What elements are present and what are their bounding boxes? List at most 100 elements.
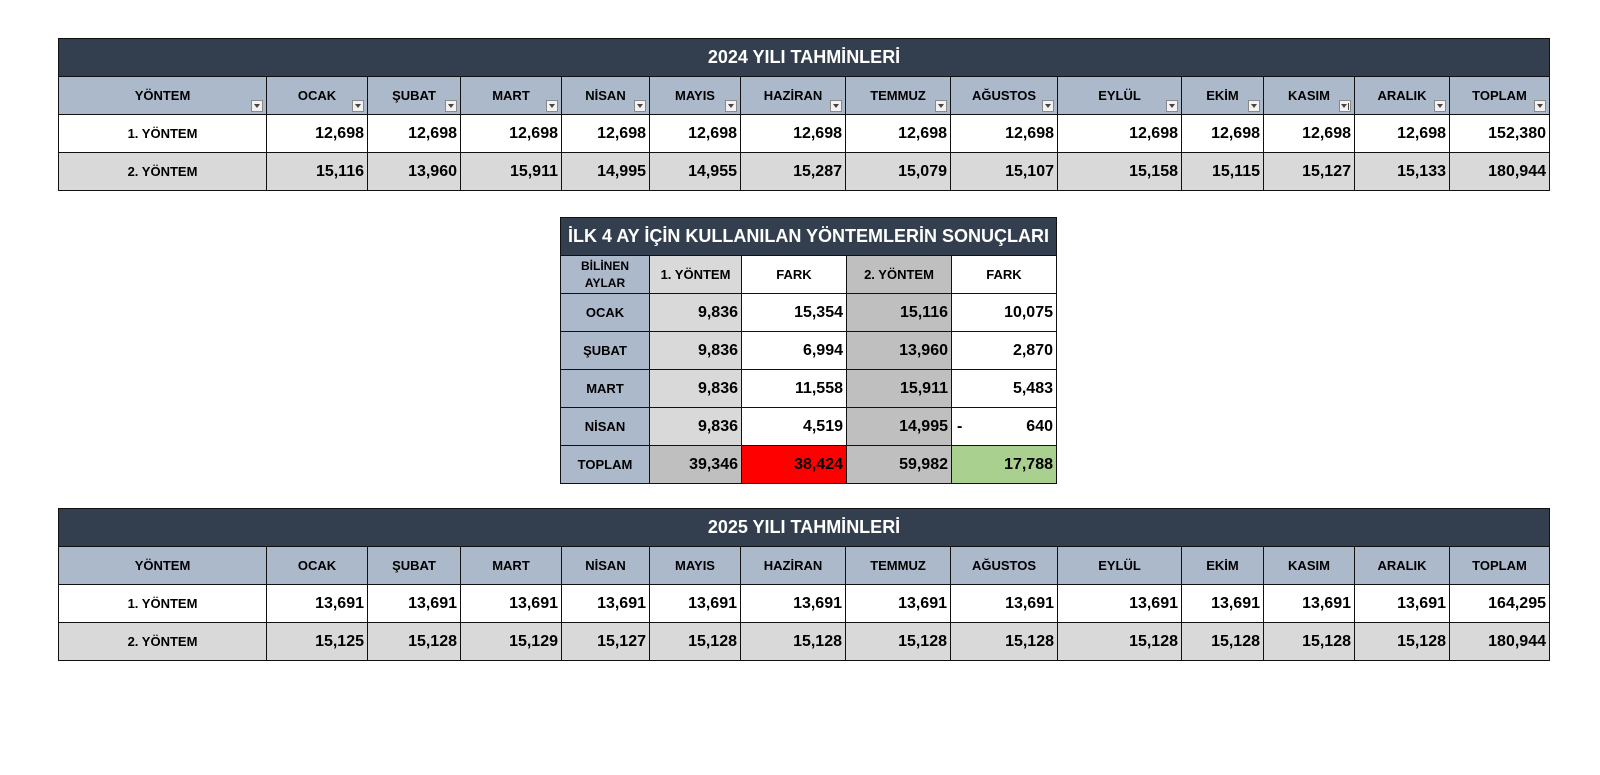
table-cell[interactable]: 15,287 [740, 152, 846, 191]
table-cell[interactable]: 15,125 [266, 622, 368, 661]
total-label[interactable]: TOPLAM [560, 445, 650, 484]
table-cell[interactable]: 15,128 [845, 622, 951, 661]
table-cell[interactable]: 14,995 [561, 152, 650, 191]
header-temmuz[interactable]: TEMMUZ [845, 546, 951, 585]
table-cell[interactable]: 15,128 [950, 622, 1058, 661]
table-cell[interactable]: 12,698 [460, 114, 562, 153]
table-cell[interactable]: 15,128 [649, 622, 741, 661]
header-subat[interactable]: ŞUBAT [367, 76, 461, 115]
header-yontem[interactable]: YÖNTEM [58, 76, 267, 115]
header-toplam[interactable]: TOPLAM [1449, 76, 1550, 115]
header-ocak[interactable]: OCAK [266, 76, 368, 115]
table-cell[interactable]: 15,116 [266, 152, 368, 191]
table-cell[interactable]: 13,691 [845, 584, 951, 623]
filter-dropdown-icon[interactable] [352, 100, 364, 112]
header-eylul[interactable]: EYLÜL [1057, 76, 1182, 115]
header-eylul[interactable]: EYLÜL [1057, 546, 1182, 585]
table-cell[interactable]: 15,158 [1057, 152, 1182, 191]
table-cell[interactable]: 12,698 [266, 114, 368, 153]
table-cell[interactable]: 12,698 [367, 114, 461, 153]
row-label[interactable]: 1. YÖNTEM [58, 114, 267, 153]
table-cell[interactable]: 15,128 [1181, 622, 1264, 661]
table-cell[interactable]: 15,128 [1057, 622, 1182, 661]
method2-value[interactable]: 15,116 [846, 293, 952, 332]
table-cell[interactable]: 15,127 [1263, 152, 1355, 191]
method2-value[interactable]: 15,911 [846, 369, 952, 408]
method2-value[interactable]: 14,995 [846, 407, 952, 446]
filter-dropdown-icon[interactable] [1434, 100, 1446, 112]
filter-dropdown-icon[interactable] [546, 100, 558, 112]
header-fark-2[interactable]: FARK [951, 255, 1057, 294]
table-cell[interactable]: 13,691 [740, 584, 846, 623]
header-ekim[interactable]: EKİM [1181, 76, 1264, 115]
header-kasim[interactable]: KASIM [1263, 76, 1355, 115]
header-mayis[interactable]: MAYIS [649, 76, 741, 115]
header-haziran[interactable]: HAZİRAN [740, 76, 846, 115]
filter-dropdown-icon[interactable] [251, 100, 263, 112]
header-mart[interactable]: MART [460, 546, 562, 585]
table-cell[interactable]: 15,127 [561, 622, 650, 661]
method1-diff-total[interactable]: 38,424 [741, 445, 847, 484]
header-haziran[interactable]: HAZİRAN [740, 546, 846, 585]
row-label[interactable]: 2. YÖNTEM [58, 622, 267, 661]
month-label[interactable]: ŞUBAT [560, 331, 650, 370]
header-yontem[interactable]: YÖNTEM [58, 546, 267, 585]
filter-dropdown-icon[interactable] [725, 100, 737, 112]
header-mayis[interactable]: MAYIS [649, 546, 741, 585]
method2-diff-total[interactable]: 17,788 [951, 445, 1057, 484]
filter-dropdown-icon[interactable] [1166, 100, 1178, 112]
method1-value[interactable]: 9,836 [649, 407, 742, 446]
table-cell[interactable]: 13,691 [1181, 584, 1264, 623]
header-subat[interactable]: ŞUBAT [367, 546, 461, 585]
header-nisan[interactable]: NİSAN [561, 546, 650, 585]
table-cell[interactable]: 13,691 [1057, 584, 1182, 623]
header-agustos[interactable]: AĞUSTOS [950, 546, 1058, 585]
table-cell-total[interactable]: 180,944 [1449, 622, 1550, 661]
table-cell[interactable]: 12,698 [740, 114, 846, 153]
header-agustos[interactable]: AĞUSTOS [950, 76, 1058, 115]
header-yontem-1[interactable]: 1. YÖNTEM [649, 255, 742, 294]
filter-dropdown-icon[interactable] [445, 100, 457, 112]
filter-dropdown-icon[interactable] [935, 100, 947, 112]
header-yontem-2[interactable]: 2. YÖNTEM [846, 255, 952, 294]
table-cell-total[interactable]: 152,380 [1449, 114, 1550, 153]
table-cell[interactable]: 12,698 [1181, 114, 1264, 153]
filter-dropdown-icon[interactable] [1248, 100, 1260, 112]
table-cell[interactable]: 13,691 [266, 584, 368, 623]
month-label[interactable]: MART [560, 369, 650, 408]
method2-diff[interactable]: 2,870 [951, 331, 1057, 370]
table-cell-total[interactable]: 164,295 [1449, 584, 1550, 623]
header-aralik[interactable]: ARALIK [1354, 76, 1450, 115]
table-cell[interactable]: 15,129 [460, 622, 562, 661]
table-cell[interactable]: 12,698 [950, 114, 1058, 153]
method1-diff[interactable]: 15,354 [741, 293, 847, 332]
header-kasim[interactable]: KASIM [1263, 546, 1355, 585]
table-cell[interactable]: 13,691 [950, 584, 1058, 623]
method2-diff[interactable]: 5,483 [951, 369, 1057, 408]
table-cell[interactable]: 12,698 [649, 114, 741, 153]
table-cell[interactable]: 15,128 [1263, 622, 1355, 661]
row-label[interactable]: 1. YÖNTEM [58, 584, 267, 623]
table-cell[interactable]: 15,128 [740, 622, 846, 661]
table-cell[interactable]: 13,960 [367, 152, 461, 191]
method1-total[interactable]: 39,346 [649, 445, 742, 484]
method1-diff[interactable]: 11,558 [741, 369, 847, 408]
month-label[interactable]: OCAK [560, 293, 650, 332]
header-ekim[interactable]: EKİM [1181, 546, 1264, 585]
filter-dropdown-icon[interactable] [830, 100, 842, 112]
row-label[interactable]: 2. YÖNTEM [58, 152, 267, 191]
header-mart[interactable]: MART [460, 76, 562, 115]
table-cell[interactable]: 13,691 [1354, 584, 1450, 623]
table-cell-total[interactable]: 180,944 [1449, 152, 1550, 191]
method1-value[interactable]: 9,836 [649, 331, 742, 370]
method1-diff[interactable]: 6,994 [741, 331, 847, 370]
header-ocak[interactable]: OCAK [266, 546, 368, 585]
table-cell[interactable]: 15,911 [460, 152, 562, 191]
table-cell[interactable]: 13,691 [649, 584, 741, 623]
method1-diff[interactable]: 4,519 [741, 407, 847, 446]
sort-filter-icon[interactable] [1339, 100, 1351, 112]
table-cell[interactable]: 15,079 [845, 152, 951, 191]
table-cell[interactable]: 13,691 [367, 584, 461, 623]
method2-value[interactable]: 13,960 [846, 331, 952, 370]
table-cell[interactable]: 15,128 [1354, 622, 1450, 661]
